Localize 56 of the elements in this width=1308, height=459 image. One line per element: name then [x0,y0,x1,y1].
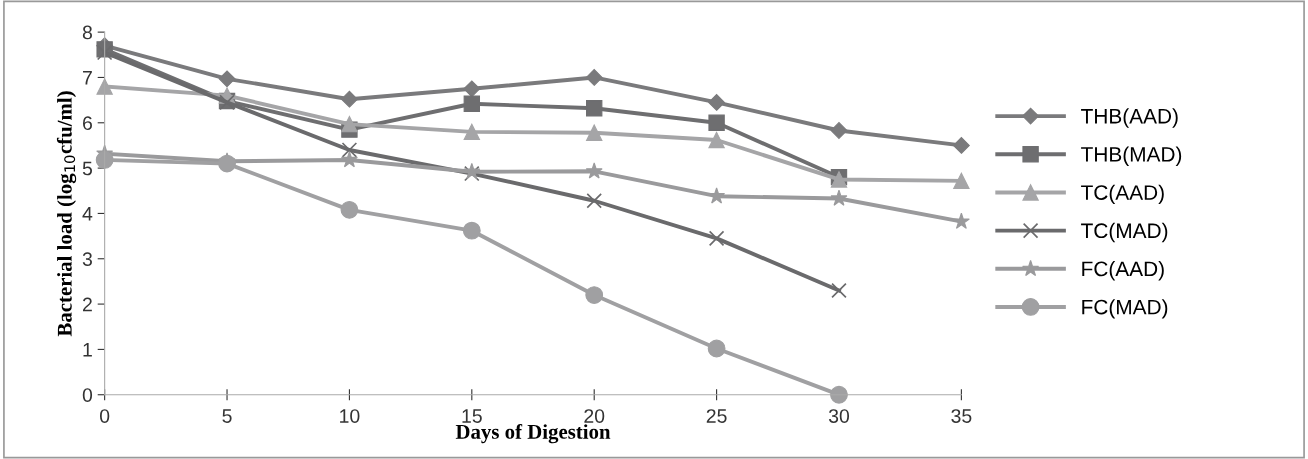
legend-label: FC(MAD) [1082,299,1168,319]
legend-label: FC(AAD) [1082,260,1164,281]
point [953,172,970,189]
point [708,93,726,111]
legend-label: THB(AAD) [1081,108,1178,128]
point [708,114,725,131]
x-tick-label: 20 [584,409,605,423]
legend-label: TC(AAD) [1081,184,1164,205]
point [952,137,970,154]
y-tick-label: 0 [82,388,93,402]
x-tick-label: 30 [828,409,850,423]
point [585,69,603,86]
point [831,282,847,299]
point [463,123,481,141]
y-tick-label: 2 [83,297,92,312]
legend-label: THB(MAD) [1081,146,1182,166]
y-tick-label: 5 [82,161,93,176]
point [952,212,970,229]
point [341,115,358,133]
point [585,162,603,179]
point [708,230,725,247]
point [708,131,725,149]
point [830,122,848,139]
y-tick-label: 6 [83,116,92,131]
point [218,154,236,173]
point [341,90,358,108]
point [707,339,726,358]
point [340,200,359,219]
point [462,221,481,240]
point [463,80,481,98]
x-tick-label: 5 [222,409,232,423]
point [586,124,603,141]
y-tick-label: 4 [82,207,93,221]
point [830,189,848,206]
y-tick-label: 3 [82,252,92,266]
legend-label: TC(MAD) [1081,222,1168,243]
x-tick-label: 15 [462,409,482,423]
point [341,142,358,158]
y-tick-label: 1 [83,343,92,357]
x-tick-label: 10 [340,409,360,423]
y-tick-label: 7 [83,71,92,85]
y-axis-title: Bacterial load (log$_{10}$cfu/ml) [56,91,77,337]
point [830,385,848,404]
y-tick-label: 8 [82,25,92,40]
point [218,70,236,88]
point [96,78,113,95]
point [586,100,603,117]
point [585,286,604,304]
x-axis-title: Days of Digestion [455,423,611,444]
point [340,151,358,168]
point [463,95,481,112]
x-tick-label: 25 [706,409,727,423]
x-tick-label: 35 [951,409,972,423]
point [586,192,602,209]
x-tick-label: 0 [99,409,110,423]
point [95,151,114,169]
